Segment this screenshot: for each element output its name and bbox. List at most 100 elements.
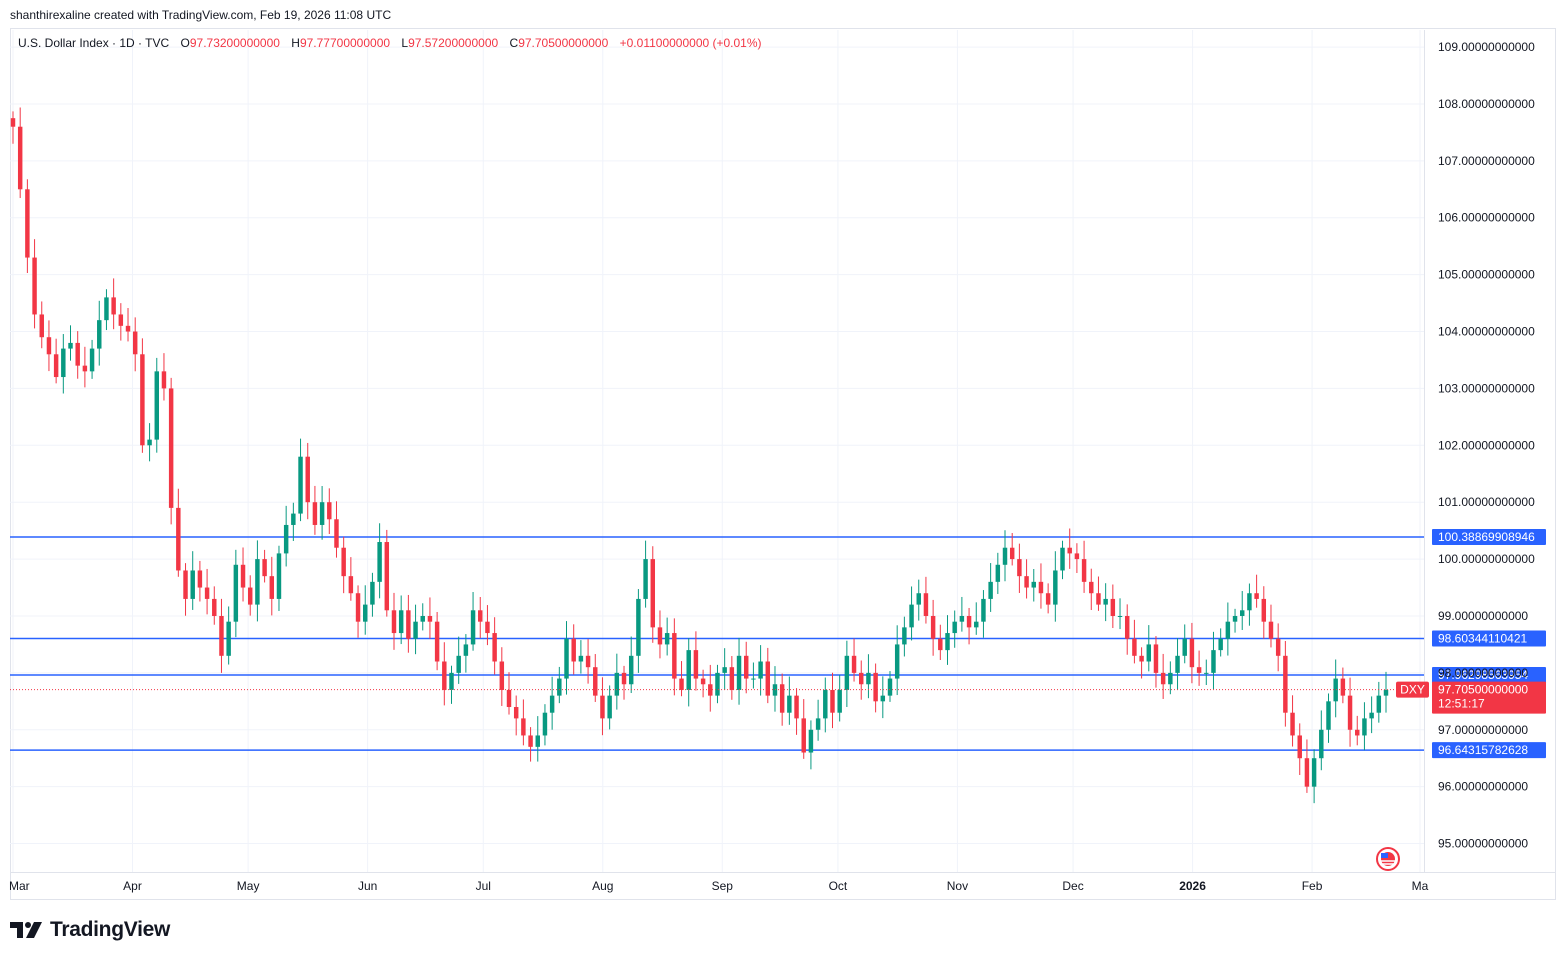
candle-body [39,314,44,338]
candle-body [204,587,210,599]
candle-body [751,678,756,680]
candle-body [147,439,152,446]
candle [1211,631,1216,690]
candle-body [945,633,950,651]
candle-body [657,627,663,645]
candle-body [255,559,260,605]
candle [485,605,490,646]
y-tick-label: 95.00000000000 [1438,837,1528,851]
candle-body [1182,638,1187,656]
chart-frame[interactable] [10,28,1556,900]
candle [916,579,921,621]
candle-body [355,593,361,622]
level-label-bg [1432,528,1546,545]
candle [53,338,59,384]
horizontal-levels: 100.38869908946 98.60344110421 97.96298563… [10,528,1546,759]
candle-body [434,621,440,662]
candle [377,523,382,599]
candle-body [1369,712,1374,719]
candle-body [413,621,418,639]
candle-body [1038,581,1044,594]
candle [1355,715,1360,746]
candle-body [420,615,425,622]
candle-body [650,559,656,628]
x-tick-label: Mar [9,879,30,893]
candle-body [478,610,483,622]
candle-body [1081,559,1087,582]
candle-body [1254,593,1259,599]
candle-body [1225,621,1231,639]
candle-body [327,502,332,520]
candle-body [1218,638,1223,651]
candle [535,716,540,762]
candle [1319,710,1324,771]
candle [82,346,88,388]
candle-body [571,638,576,662]
open-label: O [180,36,190,50]
candle [370,572,375,617]
high-value: 97.77700000000 [299,36,391,50]
candle [327,488,332,535]
candle [147,423,152,462]
low-label: L [401,36,409,50]
x-axis: Mar Apr May Jun Jul Aug Sep Oct Nov Dec 2026 Feb Ma [9,872,1555,893]
candle [643,540,648,608]
level-label-bg [1432,742,1546,759]
x-tick-label: Dec [1062,879,1083,893]
candle-body [930,615,936,639]
candle [334,501,339,558]
candle-body [830,689,835,713]
candle-body [176,507,181,571]
candle [1074,543,1080,574]
candle-body [779,684,785,713]
candle-body [305,456,310,503]
candle [183,563,188,616]
candle-body [664,633,670,645]
candle-body [643,559,648,599]
candle [1333,659,1338,718]
countdown-label: 12:51:17 [1438,697,1485,711]
candle-body [377,542,382,582]
candle-body [880,695,886,702]
candle [1326,693,1331,743]
candle-body [564,638,569,679]
y-tick-label: 100.00000000000 [1438,552,1535,566]
y-tick-label: 102.00000000000 [1438,438,1535,452]
candle-body [492,633,497,662]
candle [664,617,670,656]
footer-brand[interactable]: TradingView [10,918,170,942]
last-price-bg [1432,681,1546,714]
candle-body [772,684,778,696]
candle [442,642,447,706]
candle [650,546,656,643]
candle [859,660,864,700]
candle [1031,568,1036,602]
candle [197,560,203,602]
candle-body [859,672,864,685]
candle-body [384,542,390,611]
candle-body [1024,576,1029,588]
candle [1218,628,1223,657]
candle-body [470,610,476,645]
candle [1139,647,1144,679]
flag-icon[interactable] [1376,847,1400,871]
candle [722,648,727,690]
low-value: 97.57200000000 [408,36,499,50]
candle-body [815,718,821,730]
candle [679,661,684,697]
last-price-label: 97.70500000000 [1438,683,1528,697]
candle [132,317,138,372]
candle [61,334,66,394]
candle-body [621,672,627,685]
candle-body [1168,672,1173,685]
candle [513,695,519,736]
candle-body [894,644,900,679]
candle-body [233,564,239,622]
candle [276,545,282,611]
x-tick-label: Feb [1302,879,1323,893]
candle-body [398,610,404,634]
candle [909,586,914,641]
tradingview-wordmark: TradingView [50,918,171,941]
candle-body [262,559,267,577]
